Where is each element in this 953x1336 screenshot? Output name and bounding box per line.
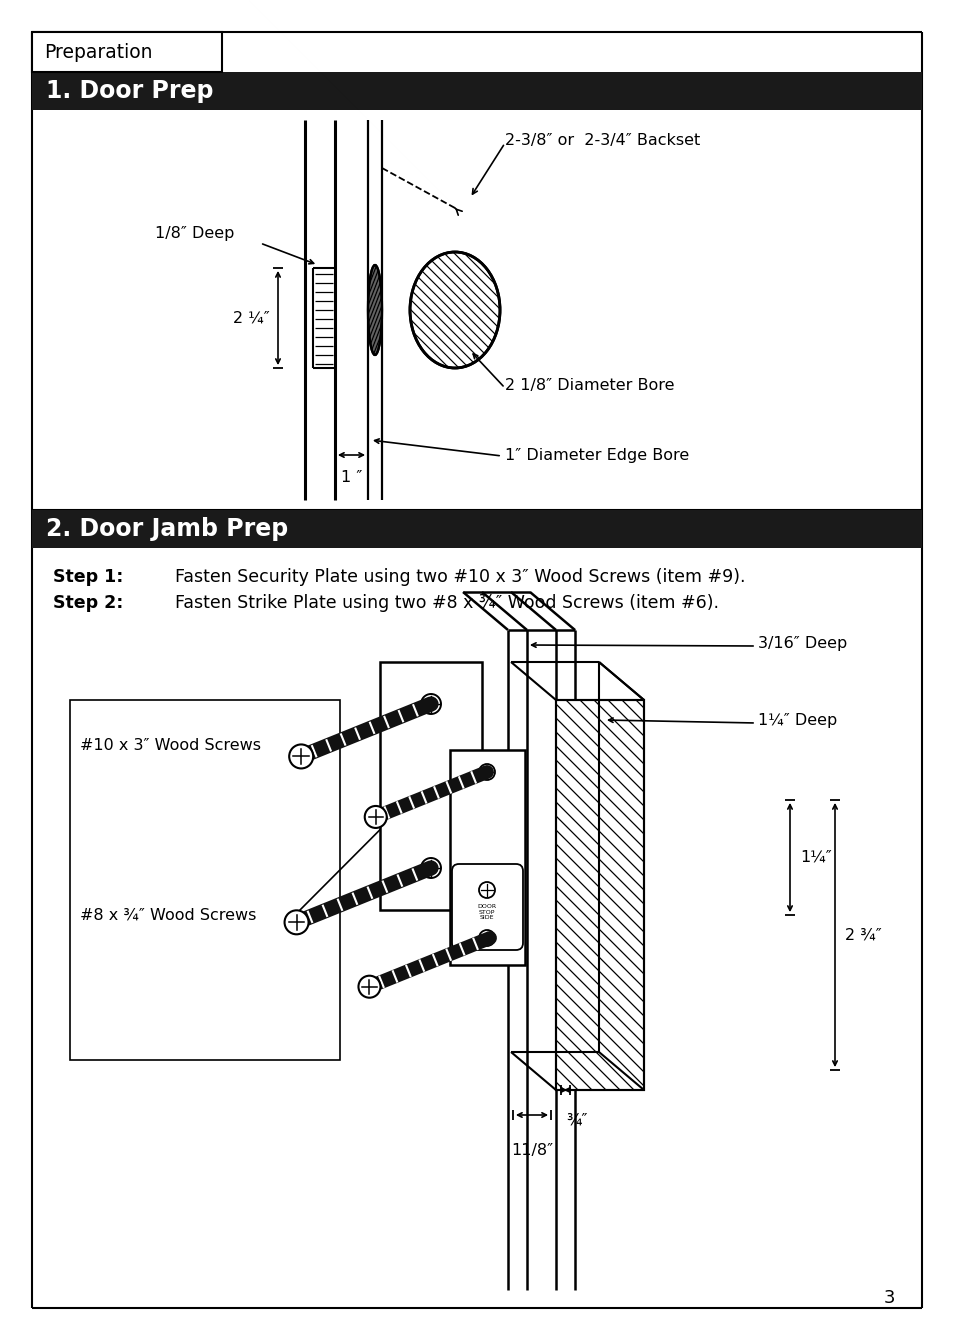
Text: 2 ¼″: 2 ¼″: [233, 310, 270, 326]
Bar: [32, 32, 222, 72]
Text: ¾″: ¾″: [565, 1113, 587, 1128]
Circle shape: [478, 930, 495, 946]
Bar: [556, 700, 643, 1090]
Bar: [450, 749, 524, 965]
Circle shape: [358, 975, 380, 998]
Circle shape: [284, 910, 308, 934]
Text: 2 1/8″ Diameter Bore: 2 1/8″ Diameter Bore: [504, 378, 674, 393]
Text: 2 ¾″: 2 ¾″: [844, 927, 881, 942]
Text: 3: 3: [882, 1289, 894, 1307]
Bar: [556, 700, 643, 1090]
Text: 1″ Diameter Edge Bore: 1″ Diameter Edge Bore: [504, 448, 688, 462]
Text: 1. Door Prep: 1. Door Prep: [46, 79, 213, 103]
Text: Fasten Strike Plate using two #8 x ¾″ Wood Screws (item #6).: Fasten Strike Plate using two #8 x ¾″ Wo…: [174, 595, 719, 612]
Circle shape: [478, 882, 495, 898]
Circle shape: [478, 764, 495, 780]
Bar: [379, 663, 481, 910]
Text: 1¼″ Deep: 1¼″ Deep: [758, 712, 837, 728]
Circle shape: [420, 693, 440, 713]
Text: 11/8″: 11/8″: [511, 1142, 553, 1157]
FancyBboxPatch shape: [452, 864, 522, 950]
Text: 2-3/8″ or  2-3/4″ Backset: 2-3/8″ or 2-3/4″ Backset: [504, 132, 700, 147]
Text: Preparation: Preparation: [44, 43, 152, 61]
Text: 1 ″: 1 ″: [340, 469, 362, 485]
Circle shape: [289, 744, 313, 768]
Text: 1/8″ Deep: 1/8″ Deep: [154, 226, 234, 240]
Text: Step 2:: Step 2:: [53, 595, 135, 612]
Bar: [32, 510, 921, 548]
Circle shape: [420, 858, 440, 878]
Text: #8 x ¾″ Wood Screws: #8 x ¾″ Wood Screws: [80, 907, 256, 922]
Text: Step 1:: Step 1:: [53, 568, 135, 587]
Text: 1¼″: 1¼″: [800, 850, 831, 864]
Text: Fasten Security Plate using two #10 x 3″ Wood Screws (item #9).: Fasten Security Plate using two #10 x 3″…: [174, 568, 744, 587]
Circle shape: [364, 806, 386, 828]
Text: 3/16″ Deep: 3/16″ Deep: [758, 636, 846, 651]
Text: #10 x 3″ Wood Screws: #10 x 3″ Wood Screws: [80, 737, 261, 752]
Bar: [32, 72, 921, 110]
Text: 2. Door Jamb Prep: 2. Door Jamb Prep: [46, 517, 288, 541]
Ellipse shape: [368, 265, 381, 355]
Text: DOOR
STOP
SIDE: DOOR STOP SIDE: [476, 903, 497, 921]
Ellipse shape: [410, 253, 499, 367]
Bar: [70, 700, 339, 1059]
